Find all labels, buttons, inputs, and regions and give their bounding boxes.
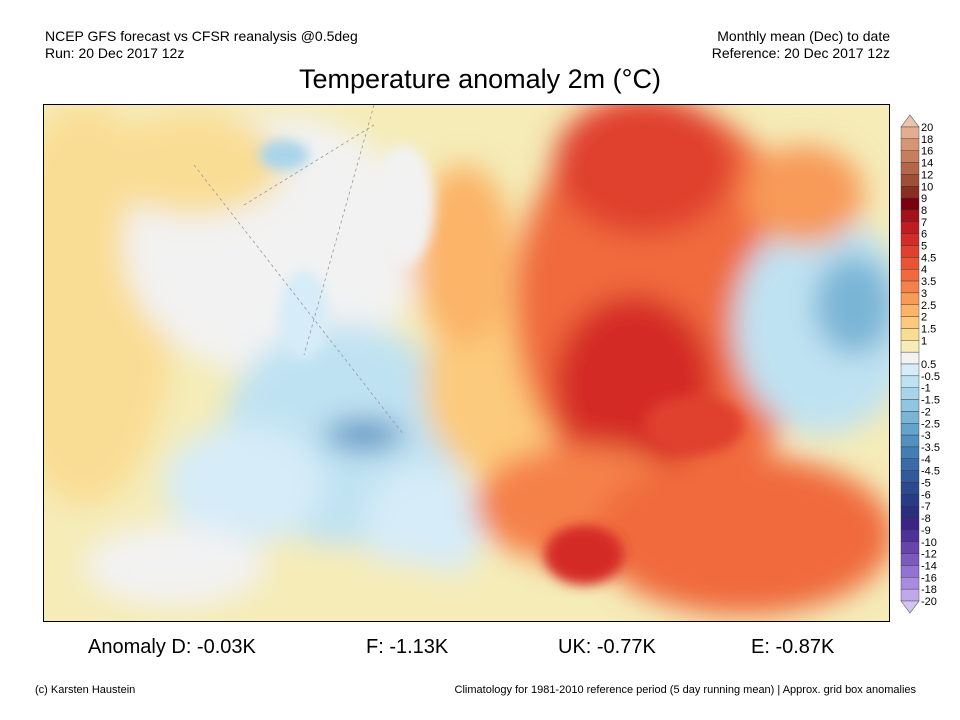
colorbar-tick-label: -4: [921, 454, 931, 466]
colorbar-tick-label: 12: [921, 169, 933, 181]
colorbar-tick-label: -12: [921, 549, 937, 561]
colorbar-tick-label: 0.5: [921, 359, 936, 371]
colorbar-tick-label: 5: [921, 241, 927, 253]
anomaly-france: F: -1.13K: [366, 636, 449, 658]
colorbar-segment: [900, 186, 920, 199]
colorbar-tick-label: 1.5: [921, 323, 936, 335]
colorbar-segment: [900, 233, 920, 246]
colorbar-tick-label: 7: [921, 217, 927, 229]
colorbar-segment: [900, 494, 920, 507]
colorbar-tick-label: -18: [921, 584, 937, 596]
colorbar-tick-label: -3.5: [921, 442, 940, 454]
colorbar-segment: [900, 434, 920, 448]
run-info: Run: 20 Dec 2017 12z: [45, 45, 185, 61]
colorbar-segment: [900, 351, 920, 365]
colorbar-tick-label: 9: [921, 193, 927, 205]
anomaly-germany: Anomaly D: -0.03K: [88, 636, 256, 658]
colorbar-segment: [900, 517, 920, 531]
colorbar-tick-label: -6: [921, 489, 931, 501]
anomaly-field: [44, 105, 889, 621]
colorbar-segment: [900, 197, 920, 211]
climatology-note: Climatology for 1981-2010 reference peri…: [454, 684, 916, 696]
colorbar-segment: [900, 257, 920, 270]
colorbar-segment: [900, 470, 920, 483]
colorbar-segment: [900, 577, 920, 590]
colorbar-segment: [900, 387, 920, 400]
colorbar-segment: [900, 126, 920, 140]
colorbar-tick-label: 20: [921, 122, 933, 134]
colorbar-segment: [900, 150, 920, 163]
colorbar-top-arrow: [900, 114, 920, 128]
reference-info: Reference: 20 Dec 2017 12z: [711, 45, 890, 61]
colorbar-tick-label: 3: [921, 288, 927, 300]
colorbar-segment: [900, 565, 920, 578]
colorbar-segment: [900, 268, 920, 282]
colorbar-segment: [900, 316, 920, 329]
colorbar-segment: [900, 363, 920, 377]
colorbar-tick-label: 10: [921, 181, 933, 193]
colorbar-tick-label: -9: [921, 525, 931, 537]
colorbar-tick-label: 4.5: [921, 252, 936, 264]
colorbar-segment: [900, 304, 920, 317]
colorbar-tick-label: -2.5: [921, 418, 940, 430]
colorbar-segment: [900, 588, 920, 602]
colorbar-segment: [900, 328, 920, 341]
colorbar-tick-label: 16: [921, 146, 933, 158]
colorbar-segment: [900, 138, 920, 151]
colorbar-tick-label: -1.5: [921, 395, 940, 407]
colorbar-tick-label: 6: [921, 229, 927, 241]
colorbar-segment: [900, 423, 920, 436]
colorbar-segment: [900, 529, 920, 542]
colorbar-tick-label: -7: [921, 501, 931, 513]
colorbar-tick-label: 1: [921, 335, 927, 347]
period-info: Monthly mean (Dec) to date: [717, 28, 890, 44]
colorbar-tick-label: 14: [921, 158, 933, 170]
colorbar-tick-label: -16: [921, 572, 937, 584]
colorbar-segment: [900, 174, 920, 187]
colorbar-bottom-arrow: [900, 600, 920, 614]
anomaly-spain: E: -0.87K: [751, 636, 835, 658]
colorbar-tick-label: 2: [921, 312, 927, 324]
colorbar-segment: [900, 375, 920, 388]
colorbar-tick-label: -1: [921, 383, 931, 395]
colorbar-tick-label: 3.5: [921, 276, 936, 288]
colorbar-segment: [900, 340, 920, 353]
colorbar-segment: [900, 245, 920, 258]
colorbar-segment: [900, 446, 920, 460]
colorbar-segment: [900, 506, 920, 519]
anomaly-uk: UK: -0.77K: [558, 636, 656, 658]
colorbar-segment: [900, 458, 920, 471]
colorbar-tick-label: -14: [921, 560, 937, 572]
colorbar-tick-label: -10: [921, 537, 937, 549]
colorbar-tick-label: -2: [921, 406, 931, 418]
colorbar-segment: [900, 541, 920, 554]
colorbar-tick-label: -4.5: [921, 466, 940, 478]
colorbar-segment: [900, 482, 920, 495]
colorbar-tick-label: -5: [921, 478, 931, 490]
colorbar-segment: [900, 399, 920, 412]
anomaly-map: [43, 104, 890, 622]
colorbar-tick-label: 2.5: [921, 300, 936, 312]
colorbar-segment: [900, 162, 920, 175]
colorbar-tick-label: 8: [921, 205, 927, 217]
colorbar-tick-label: 18: [921, 134, 933, 146]
colorbar-segment: [900, 209, 920, 222]
colorbar-segment: [900, 292, 920, 305]
colorbar-tick-label: -20: [921, 596, 937, 608]
colorbar-segment: [900, 411, 920, 424]
colorbar-segment: [900, 553, 920, 566]
colorbar-tick-label: -0.5: [921, 371, 940, 383]
model-info: NCEP GFS forecast vs CFSR reanalysis @0.…: [45, 28, 358, 44]
colorbar-segment: [900, 221, 920, 234]
colorbar-tick-label: 4: [921, 264, 927, 276]
credit: (c) Karsten Haustein: [35, 684, 136, 696]
colorbar-tick-label: -8: [921, 513, 931, 525]
colorbar-tick-label: -3: [921, 430, 931, 442]
colorbar-segment: [900, 280, 920, 294]
map-title: Temperature anomaly 2m (°C): [299, 64, 661, 94]
